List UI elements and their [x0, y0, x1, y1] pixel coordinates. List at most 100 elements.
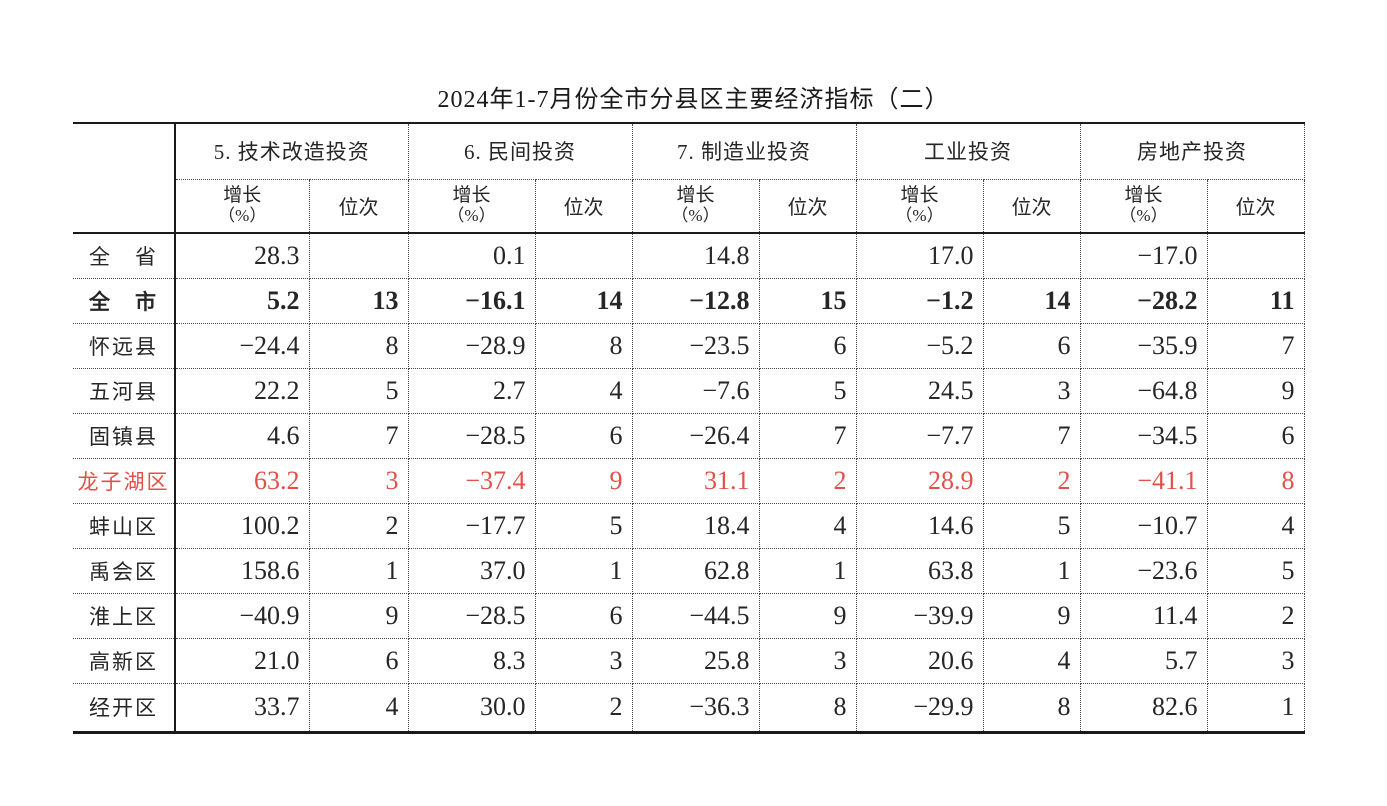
- growth-value: 37.0: [408, 548, 536, 594]
- rank-value: 8: [759, 683, 857, 732]
- growth-label: 增长: [223, 185, 262, 207]
- growth-value: 28.3: [175, 233, 310, 279]
- growth-value: 82.6: [1080, 683, 1208, 732]
- corner-cell: [73, 123, 176, 234]
- group-header-manufacturing: 7. 制造业投资: [632, 123, 857, 180]
- subheader-growth: 增长 （%）: [408, 179, 536, 234]
- growth-value: −28.9: [408, 323, 536, 369]
- rank-value: 5: [983, 503, 1081, 549]
- growth-value: −23.6: [1080, 548, 1208, 594]
- growth-label: 增长: [900, 185, 939, 207]
- subheader-row: 增长 （%） 位次 增长 （%） 位次 增长 （%） 位次 增长 （%）: [73, 179, 1305, 234]
- rank-value: 1: [983, 548, 1081, 594]
- growth-unit: （%）: [895, 206, 944, 226]
- growth-value: −12.8: [632, 278, 760, 324]
- rank-value: 8: [1207, 458, 1305, 504]
- subheader-growth: 增长 （%）: [1080, 179, 1208, 234]
- rank-value: 7: [983, 413, 1081, 459]
- subheader-rank: 位次: [535, 179, 633, 234]
- rank-value: 3: [1207, 638, 1305, 684]
- table-row: 经开区 33.7 4 30.0 2 −36.3 8 −29.9 8 82.6 1: [73, 683, 1305, 732]
- table-row: 五河县 22.2 5 2.7 4 −7.6 5 24.5 3 −64.8 9: [73, 368, 1305, 414]
- growth-value: 100.2: [175, 503, 310, 549]
- rank-value: 14: [535, 278, 633, 324]
- rank-value: 1: [535, 548, 633, 594]
- growth-value: 20.6: [856, 638, 984, 684]
- growth-value: −24.4: [175, 323, 310, 369]
- subheader-rank: 位次: [759, 179, 857, 234]
- row-label: 高新区: [73, 638, 176, 684]
- rank-value: 9: [1207, 368, 1305, 414]
- subheader-growth: 增长 （%）: [856, 179, 984, 234]
- rank-value: 1: [759, 548, 857, 594]
- table-header: 5. 技术改造投资 6. 民间投资 7. 制造业投资 工业投资 房地产投资 增长…: [73, 123, 1305, 234]
- growth-value: 14.8: [632, 233, 760, 279]
- rank-value: 3: [983, 368, 1081, 414]
- growth-value: −28.2: [1080, 278, 1208, 324]
- growth-value: −44.5: [632, 593, 760, 639]
- row-label: 经开区: [73, 683, 176, 732]
- rank-value: 6: [535, 413, 633, 459]
- rank-value: 6: [309, 638, 409, 684]
- rank-value: 4: [1207, 503, 1305, 549]
- rank-value: 6: [983, 323, 1081, 369]
- growth-value: 4.6: [175, 413, 310, 459]
- growth-value: 11.4: [1080, 593, 1208, 639]
- growth-unit: （%）: [218, 206, 267, 226]
- growth-value: 8.3: [408, 638, 536, 684]
- growth-value: 31.1: [632, 458, 760, 504]
- table-row: 怀远县 −24.4 8 −28.9 8 −23.5 6 −5.2 6 −35.9 7: [73, 323, 1305, 369]
- rank-value: 2: [1207, 593, 1305, 639]
- growth-value: −7.7: [856, 413, 984, 459]
- rank-value: 3: [309, 458, 409, 504]
- rank-value: [1207, 233, 1305, 279]
- growth-value: 18.4: [632, 503, 760, 549]
- row-label: 全 市: [73, 278, 176, 324]
- growth-label: 增长: [452, 185, 491, 207]
- table-row: 固镇县 4.6 7 −28.5 6 −26.4 7 −7.7 7 −34.5 6: [73, 413, 1305, 459]
- rank-value: 9: [759, 593, 857, 639]
- page-title: 2024年1-7月份全市分县区主要经济指标（二）: [437, 87, 950, 113]
- row-label: 蚌山区: [73, 503, 176, 549]
- growth-value: −35.9: [1080, 323, 1208, 369]
- growth-value: −10.7: [1080, 503, 1208, 549]
- rank-value: 2: [759, 458, 857, 504]
- subheader-growth: 增长 （%）: [632, 179, 760, 234]
- growth-value: 63.2: [175, 458, 310, 504]
- growth-unit: （%）: [447, 206, 496, 226]
- subheader-rank: 位次: [1207, 179, 1305, 234]
- group-header-private-investment: 6. 民间投资: [408, 123, 633, 180]
- rank-value: 2: [535, 683, 633, 732]
- rank-value: 5: [309, 368, 409, 414]
- rank-value: 2: [983, 458, 1081, 504]
- growth-value: −34.5: [1080, 413, 1208, 459]
- rank-value: 6: [1207, 413, 1305, 459]
- growth-value: 158.6: [175, 548, 310, 594]
- growth-value: 21.0: [175, 638, 310, 684]
- rank-value: 3: [759, 638, 857, 684]
- table-row: 龙子湖区 63.2 3 −37.4 9 31.1 2 28.9 2 −41.1 8: [73, 458, 1305, 504]
- rank-value: 4: [535, 368, 633, 414]
- group-header-row: 5. 技术改造投资 6. 民间投资 7. 制造业投资 工业投资 房地产投资: [73, 123, 1305, 234]
- table-row: 淮上区 −40.9 9 −28.5 6 −44.5 9 −39.9 9 11.4 2: [73, 593, 1305, 639]
- growth-value: −28.5: [408, 413, 536, 459]
- growth-unit: （%）: [671, 206, 720, 226]
- group-header-tech-upgrade: 5. 技术改造投资: [175, 123, 409, 180]
- growth-value: 5.2: [175, 278, 310, 324]
- growth-value: −40.9: [175, 593, 310, 639]
- rank-value: 7: [759, 413, 857, 459]
- growth-label: 增长: [676, 185, 715, 207]
- rank-value: 5: [759, 368, 857, 414]
- growth-value: 5.7: [1080, 638, 1208, 684]
- growth-value: 2.7: [408, 368, 536, 414]
- table-row: 禹会区 158.6 1 37.0 1 62.8 1 63.8 1 −23.6 5: [73, 548, 1305, 594]
- growth-value: −7.6: [632, 368, 760, 414]
- indicators-table: 5. 技术改造投资 6. 民间投资 7. 制造业投资 工业投资 房地产投资 增长…: [73, 122, 1305, 734]
- rank-value: 4: [983, 638, 1081, 684]
- rank-value: [759, 233, 857, 279]
- growth-value: 22.2: [175, 368, 310, 414]
- growth-value: 14.6: [856, 503, 984, 549]
- rank-value: 1: [1207, 683, 1305, 732]
- subheader-growth: 增长 （%）: [175, 179, 310, 234]
- row-label: 怀远县: [73, 323, 176, 369]
